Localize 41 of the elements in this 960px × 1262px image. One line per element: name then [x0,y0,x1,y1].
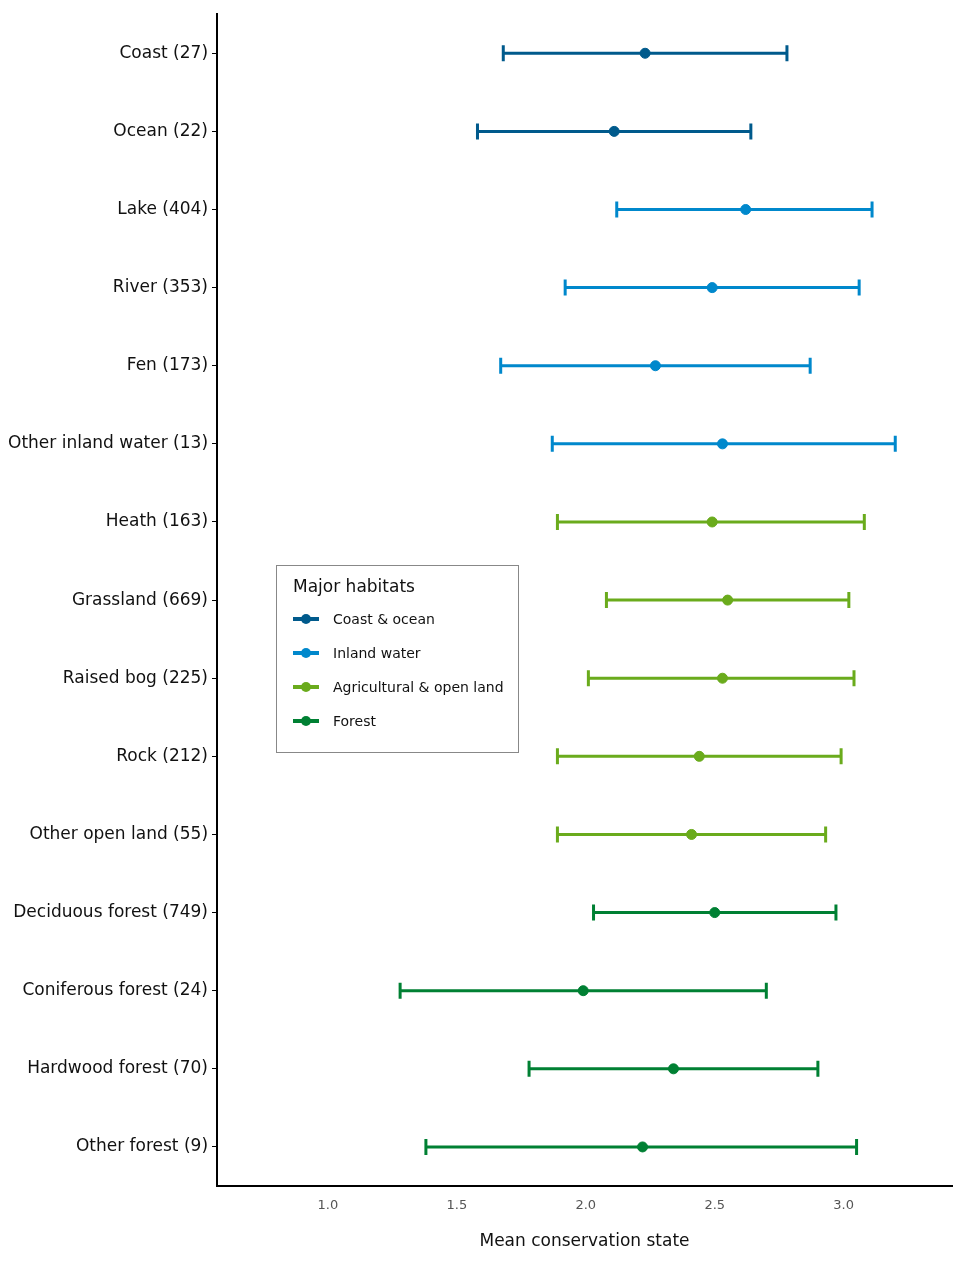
x-tick-label: 3.0 [833,1197,855,1213]
point [577,985,589,997]
y-tick-label: Rock (212) [116,744,209,765]
y-tick-label: Other forest (9) [75,1135,209,1156]
y-tick-label: Raised bog (225) [62,666,209,687]
point [716,672,728,684]
point [608,125,620,137]
point [716,438,728,450]
y-tick-label: Hardwood forest (70) [27,1057,209,1078]
legend-label: Inland water [333,645,421,661]
point [667,1063,679,1075]
point [686,828,698,840]
point [637,1141,649,1153]
legend-label: Forest [333,713,376,729]
x-tick-label: 1.5 [446,1197,468,1213]
point [706,282,718,294]
y-tick-label: Coast (27) [119,41,209,62]
y-tick-label: Grassland (669) [71,588,209,609]
y-tick-label: Other open land (55) [29,822,209,843]
x-tick-label: 2.5 [704,1197,726,1213]
y-tick-label: Coniferous forest (24) [22,979,209,1000]
y-tick-label: Other inland water (13) [8,432,209,453]
y-tick-label: Deciduous forest (749) [13,901,209,921]
point [639,47,651,59]
point [706,516,718,528]
y-tick-label: Heath (163) [105,510,209,531]
point [693,750,705,762]
point [649,360,661,372]
legend-label: Coast & ocean [333,611,435,627]
x-tick-label: 1.0 [317,1197,339,1213]
y-tick-label: River (353) [112,276,209,297]
y-tick-label: Fen (173) [126,354,209,375]
x-tick-label: 2.0 [575,1197,597,1213]
point [709,907,721,919]
point [722,594,734,606]
legend-label: Agricultural & open land [333,679,504,695]
y-tick-label: Ocean (22) [113,119,209,140]
x-axis-title: Mean conservation state [479,1230,690,1251]
point [740,204,752,215]
legend-title: Major habitats [293,576,416,596]
y-tick-label: Lake (404) [117,197,209,218]
